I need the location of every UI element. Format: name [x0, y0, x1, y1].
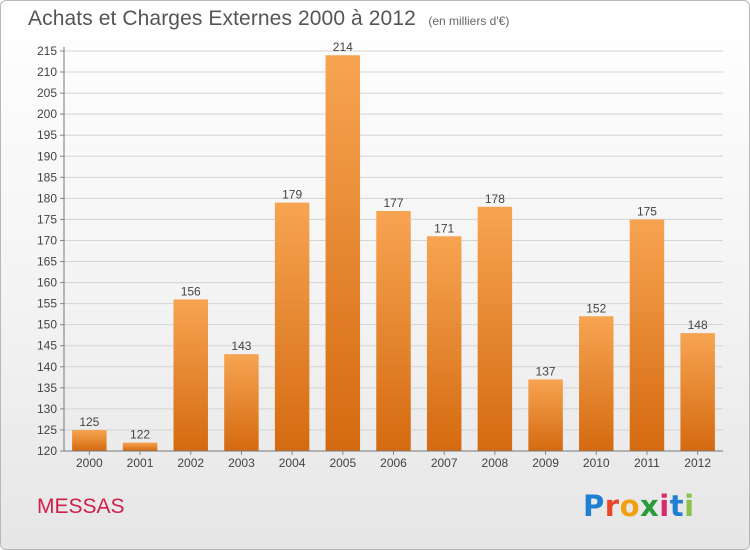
brand-letter: t: [669, 489, 685, 523]
data-label-2005: 214: [333, 40, 353, 54]
brand-letter: i: [659, 489, 670, 523]
bar-2002: [173, 299, 208, 451]
y-tick-label: 150: [37, 318, 57, 332]
bar-2010: [579, 316, 614, 451]
bar-2005: [325, 55, 361, 452]
y-tick-label: 125: [37, 423, 57, 437]
x-tick-label: 2010: [583, 456, 610, 470]
bar-2000: [72, 429, 107, 451]
y-tick-label: 140: [37, 360, 57, 374]
brand-logo: Proxiti: [583, 489, 695, 523]
x-tick-label: 2003: [228, 456, 255, 470]
y-tick-label: 130: [37, 402, 57, 416]
bar-2012: [680, 333, 715, 451]
data-label-2000: 125: [79, 415, 99, 429]
data-label-2012: 148: [688, 318, 708, 332]
axes: [63, 47, 723, 452]
x-tick-label: 2005: [329, 456, 356, 470]
brand-letter: i: [684, 489, 695, 523]
y-tick-label: 210: [37, 65, 57, 79]
y-tick-label: 175: [37, 212, 57, 226]
brand-letter: x: [640, 489, 660, 523]
bar-2001: [122, 442, 158, 451]
data-label-2010: 152: [586, 301, 606, 315]
y-tick-label: 145: [37, 339, 57, 353]
x-tick-label: 2002: [177, 456, 204, 470]
data-labels: 125 122 156 143 179 214 177 171 178 137 152 175 148: [79, 40, 708, 441]
chart-title: Achats et Charges Externes 2000 à 2012: [28, 7, 416, 30]
y-tick-label: 195: [37, 128, 57, 142]
data-label-2001: 122: [130, 428, 150, 442]
x-tick-label: 2000: [76, 456, 103, 470]
data-label-2004: 179: [282, 188, 302, 202]
y-tick-label: 190: [37, 149, 57, 163]
x-tick-label: 2011: [634, 456, 660, 470]
brand-letter: r: [604, 489, 620, 523]
y-tick-label: 160: [37, 276, 57, 290]
data-label-2007: 171: [434, 221, 454, 235]
bar-2003: [224, 354, 259, 451]
x-tick-label: 2007: [431, 456, 458, 470]
bar-2004: [274, 202, 310, 451]
data-label-2002: 156: [181, 284, 201, 298]
x-tick-label: 2001: [127, 456, 154, 470]
x-tick-label: 2012: [684, 456, 711, 470]
y-tick-label: 135: [37, 381, 57, 395]
y-tick-label: 215: [37, 44, 57, 58]
bar-2008: [477, 206, 513, 451]
data-label-2008: 178: [485, 192, 505, 206]
x-tick-label: 2009: [532, 456, 559, 470]
y-tick-label: 170: [37, 233, 57, 247]
chart-subtitle: (en milliers d'€): [428, 14, 510, 28]
y-axis-ticks: 120 125 130 135 140 145 150 155 160 165 170 175 180 1…: [37, 44, 64, 458]
data-label-2011: 175: [637, 204, 657, 218]
y-tick-label: 155: [37, 297, 57, 311]
town-name: MESSAS: [37, 495, 125, 518]
x-tick-label: 2008: [482, 456, 509, 470]
bars: [72, 55, 715, 452]
bar-2007: [426, 236, 462, 451]
y-tick-label: 165: [37, 255, 57, 269]
x-tick-label: 2004: [279, 456, 306, 470]
y-tick-label: 185: [37, 170, 57, 184]
y-tick-label: 180: [37, 191, 57, 205]
x-tick-label: 2006: [380, 456, 407, 470]
data-label-2003: 143: [231, 339, 251, 353]
bar-2011: [629, 219, 665, 451]
bar-2006: [376, 211, 411, 451]
x-axis-ticks: 2000 2001 2002 2003 2004 2005 2006 2007 2008 2009…: [76, 451, 711, 470]
y-tick-label: 200: [37, 107, 57, 121]
title-row: Achats et Charges Externes 2000 à 2012 (…: [28, 7, 509, 31]
brand-letter: o: [619, 489, 641, 523]
y-tick-label: 205: [37, 86, 57, 100]
data-label-2009: 137: [536, 364, 556, 378]
y-tick-label: 120: [37, 444, 57, 458]
brand-letter: P: [583, 489, 605, 523]
bar-2009: [528, 379, 563, 451]
data-label-2006: 177: [383, 196, 403, 210]
